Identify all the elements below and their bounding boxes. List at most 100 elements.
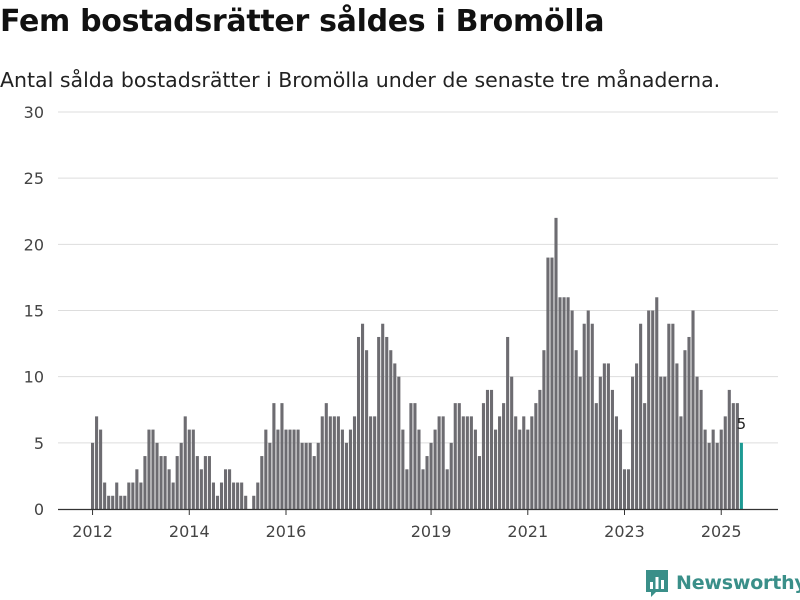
bar: [179, 442, 183, 509]
y-tick-label: 10: [24, 368, 44, 387]
bar: [356, 336, 361, 509]
bar: [119, 495, 123, 509]
bar: [695, 376, 699, 509]
bar: [441, 416, 445, 509]
bar: [429, 442, 433, 509]
bar: [618, 429, 623, 509]
bar: [143, 456, 147, 509]
bar: [679, 416, 683, 509]
bar: [312, 456, 316, 509]
bar: [473, 429, 477, 509]
y-tick-label: 25: [24, 169, 44, 188]
y-tick-label: 5: [34, 434, 44, 453]
bar: [215, 495, 220, 509]
bar: [115, 482, 119, 509]
bar: [526, 429, 530, 509]
newsworthy-logo-icon: [646, 570, 668, 597]
bar: [219, 482, 224, 509]
bar: [373, 416, 377, 509]
x-tick-label: 2019: [411, 522, 452, 541]
x-tick-label: 2014: [169, 522, 210, 541]
bar: [457, 403, 461, 509]
bar: [147, 429, 151, 509]
bar: [340, 429, 344, 509]
bar: [232, 482, 236, 509]
bar: [187, 429, 191, 509]
bar: [292, 429, 296, 509]
bar: [550, 257, 554, 509]
chart-title: Fem bostadsrätter såldes i Bromölla: [0, 4, 605, 39]
bar: [735, 403, 739, 509]
bar: [127, 482, 131, 509]
bar: [659, 376, 663, 509]
bar: [626, 469, 631, 509]
bar: [651, 310, 655, 509]
bar: [365, 350, 369, 509]
y-tick-label: 15: [24, 302, 44, 321]
bar: [719, 429, 723, 509]
bar: [602, 363, 606, 509]
bar: [610, 389, 614, 509]
x-tick-label: 2016: [266, 522, 307, 541]
bar: [328, 416, 332, 509]
bar: [534, 403, 538, 509]
bar: [296, 429, 300, 509]
bar: [381, 323, 385, 509]
bar: [159, 456, 163, 509]
bar: [514, 416, 518, 509]
bar: [502, 403, 506, 509]
x-tick-label: 2025: [701, 522, 742, 541]
bar: [606, 363, 610, 509]
bar: [123, 495, 127, 509]
bar: [639, 323, 643, 509]
bar: [139, 482, 143, 509]
bar: [389, 350, 393, 509]
bar: [131, 482, 135, 509]
bar: [437, 416, 441, 509]
bar: [377, 336, 381, 509]
bar: [324, 403, 328, 509]
bar: [538, 389, 542, 509]
bar: [715, 442, 719, 509]
bar: [336, 416, 340, 509]
bar: [191, 429, 195, 509]
bar: [485, 389, 490, 509]
bar: [240, 482, 244, 509]
bar: [663, 376, 667, 509]
bar: [175, 456, 179, 509]
bar: [494, 429, 498, 509]
y-tick-label: 30: [24, 103, 44, 122]
bar: [671, 323, 675, 509]
bar: [477, 456, 481, 509]
bar: [622, 469, 627, 509]
bar: [228, 469, 232, 509]
bar: [498, 416, 502, 509]
brand-name: Newsworthy: [676, 572, 800, 594]
bar: [264, 429, 268, 509]
bar: [300, 442, 304, 509]
bar: [727, 389, 731, 509]
bar-latest: [739, 442, 743, 509]
bar: [276, 429, 280, 509]
bar: [522, 416, 526, 509]
bar: [344, 442, 348, 509]
bar: [167, 469, 171, 509]
bar: [582, 323, 586, 509]
bar: [546, 257, 550, 509]
bar: [518, 429, 522, 509]
x-tick-label: 2012: [72, 522, 113, 541]
bar: [590, 323, 594, 509]
bar: [252, 495, 256, 509]
bar: [731, 403, 735, 509]
bar: [506, 336, 510, 509]
bar: [566, 297, 570, 509]
bar: [449, 442, 453, 509]
bar: [703, 429, 707, 509]
bar: [280, 403, 284, 509]
bar: [667, 323, 671, 509]
bar: [699, 389, 703, 509]
bar: [183, 416, 187, 509]
bar: [268, 442, 272, 509]
bar: [614, 416, 618, 509]
